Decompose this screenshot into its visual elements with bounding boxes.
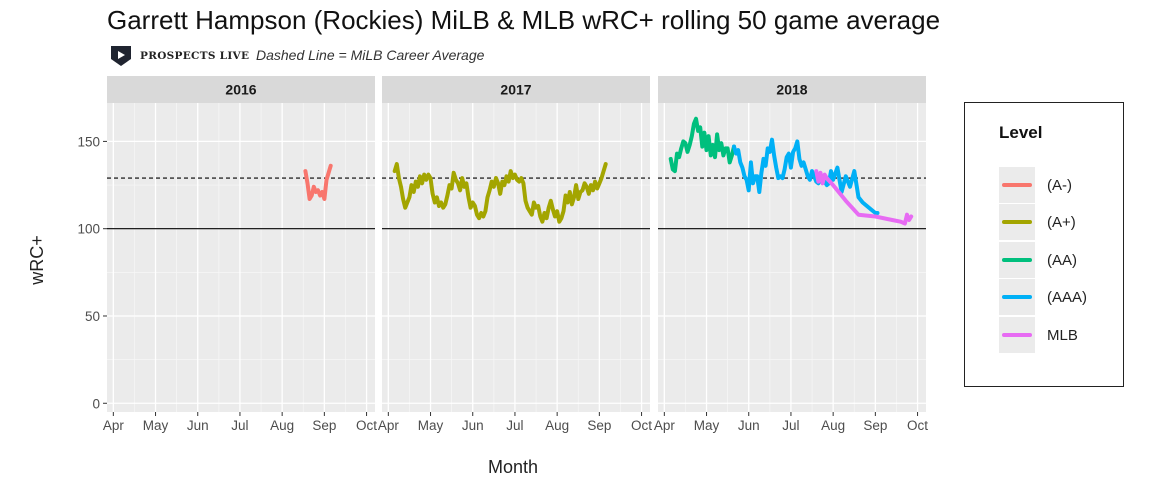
legend-swatch-4 [1002,333,1032,337]
panel-background [382,103,650,412]
legend-item: MLB [999,317,1119,353]
x-tick-label: May [143,418,169,433]
legend-label: (AAA) [1047,288,1088,306]
prospects-live-logo: PROSPECTS LIVE [110,45,249,67]
x-tick-label: May [418,418,444,433]
x-tick-label: Jun [187,418,209,433]
legend-item: (A-) [999,167,1119,203]
logo-text: PROSPECTS LIVE [140,50,250,62]
facet-strip [658,76,926,103]
facet-strip [107,76,375,103]
series-line [303,163,333,201]
x-tick-label: Jun [462,418,484,433]
x-tick-label: May [694,418,720,433]
legend-label: (AA) [1047,251,1077,269]
x-tick-label: Sep [312,418,336,433]
chart-title: Garrett Hampson (Rockies) MiLB & MLB wRC… [107,5,941,35]
series-line [668,116,736,174]
legend-swatch-2 [1002,258,1032,262]
y-tick-label: 50 [85,309,100,324]
x-tick-label: Apr [378,418,400,433]
y-tick-label: 0 [92,396,100,411]
legend-item: (AA) [999,242,1119,278]
y-tick-label: 150 [77,134,100,149]
legend-swatch-3 [1002,295,1032,299]
shield-play-icon [111,46,131,66]
legend-key [999,204,1035,240]
series-line [392,162,608,224]
x-tick-label: Jul [782,418,799,433]
x-tick-label: Aug [821,418,845,433]
facet-label: 2017 [500,82,531,98]
x-axis-title: Month [488,457,538,477]
legend-key [999,317,1035,353]
legend-key [999,242,1035,278]
legend: Level (A-) (A+) (AA) (AAA) MLB [964,102,1124,387]
legend-swatch-1 [1002,220,1032,224]
legend-title: Level [999,123,1043,142]
x-tick-label: Oct [907,418,928,433]
x-tick-label: Oct [631,418,652,433]
x-tick-label: Aug [545,418,569,433]
y-tick-label: 100 [77,222,100,237]
x-tick-label: Apr [654,418,676,433]
x-tick-label: Jun [738,418,760,433]
series-line [814,169,914,226]
chart-subtitle: Dashed Line = MiLB Career Average [256,47,485,63]
panel-background [107,103,375,412]
x-tick-label: Jul [231,418,248,433]
legend-key [999,167,1035,203]
facet-strip [382,76,650,103]
legend-item: (A+) [999,204,1119,240]
legend-key [999,279,1035,315]
x-tick-label: Apr [103,418,125,433]
facet-label: 2018 [776,82,807,98]
legend-item: (AAA) [999,279,1119,315]
y-axis-title: wRC+ [27,235,47,286]
legend-label: (A+) [1047,213,1076,231]
x-tick-label: Sep [863,418,887,433]
facet-label: 2016 [225,82,256,98]
legend-label: MLB [1047,326,1078,344]
x-tick-label: Jul [506,418,523,433]
legend-label: (A-) [1047,176,1072,194]
legend-swatch-0 [1002,183,1032,187]
series-line [732,137,880,215]
x-tick-label: Oct [356,418,377,433]
panel-background [658,103,926,412]
x-tick-label: Aug [270,418,294,433]
x-tick-label: Sep [587,418,611,433]
